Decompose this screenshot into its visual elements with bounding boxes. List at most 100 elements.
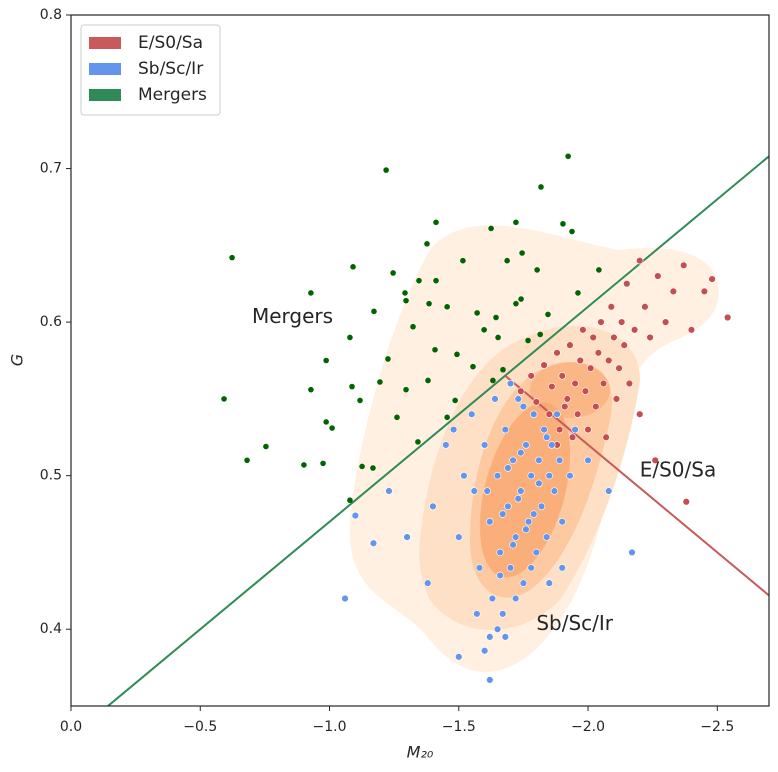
data-point [488, 594, 497, 603]
data-point [480, 647, 489, 655]
data-point [350, 264, 356, 270]
legend-label: Sb/Sc/Ir [138, 59, 203, 79]
data-point [495, 334, 501, 341]
data-point [575, 290, 581, 296]
data-point [433, 277, 439, 284]
data-point [320, 460, 326, 467]
data-point [323, 419, 329, 425]
data-point [369, 539, 378, 547]
data-point [569, 228, 575, 235]
data-point [511, 533, 520, 541]
data-point [519, 402, 528, 411]
data-point [442, 441, 450, 449]
data-point [351, 511, 360, 520]
data-point [545, 579, 553, 587]
data-point [576, 356, 584, 365]
annotation: Mergers [252, 304, 333, 328]
data-point [527, 564, 535, 572]
data-point [625, 379, 634, 388]
data-point [723, 313, 732, 322]
data-point [496, 571, 504, 580]
data-point [370, 465, 376, 471]
y-tick-label: 0.7 [40, 161, 62, 177]
data-point [221, 396, 227, 402]
x-tick-label: 0.0 [60, 719, 82, 735]
data-point [630, 326, 639, 334]
data-point [403, 533, 411, 541]
x-tick-label: −2.0 [571, 719, 605, 735]
data-point [506, 564, 515, 572]
data-point [460, 471, 468, 480]
legend: E/S0/Sa Sb/Sc/Ir Mergers [80, 24, 221, 116]
data-point [452, 397, 458, 404]
data-point [669, 287, 678, 296]
data-point [493, 314, 499, 321]
x-tick-label: −1.0 [313, 719, 347, 735]
data-point [403, 386, 409, 393]
data-point [490, 377, 496, 384]
data-point [323, 357, 329, 364]
data-point [403, 297, 409, 304]
data-point [594, 349, 603, 357]
data-point [542, 533, 551, 541]
data-point [568, 433, 577, 441]
data-point [522, 441, 530, 449]
data-point [550, 487, 559, 495]
data-point [506, 379, 515, 388]
data-point [589, 333, 597, 342]
data-point [566, 471, 574, 480]
data-point [525, 337, 531, 344]
annotation: E/S0/Sa [640, 458, 716, 482]
data-point [538, 184, 544, 190]
data-point [530, 510, 538, 518]
x-tick-label: −2.5 [700, 719, 734, 735]
data-point [499, 510, 507, 518]
data-point [509, 456, 517, 465]
data-point [537, 502, 546, 511]
data-point [708, 275, 716, 283]
data-point [511, 594, 520, 603]
data-point [371, 308, 377, 315]
data-point [682, 498, 690, 506]
data-point [244, 457, 250, 464]
data-point [555, 425, 564, 434]
legend-swatch [89, 37, 121, 49]
boundary-line [107, 155, 769, 706]
data-point [481, 326, 487, 333]
data-point [488, 225, 494, 232]
data-point [661, 318, 670, 326]
x-tick-label: −1.5 [442, 719, 476, 735]
data-point [263, 443, 269, 450]
data-point [646, 333, 654, 342]
data-point [501, 425, 510, 434]
data-point [558, 564, 566, 572]
legend-label: Mergers [138, 85, 207, 105]
data-point [480, 441, 489, 449]
data-point [548, 382, 556, 391]
data-point [500, 366, 506, 373]
data-point [527, 471, 535, 480]
data-point [470, 363, 476, 370]
data-point [651, 456, 659, 465]
data-point [425, 377, 431, 384]
data-point [602, 433, 610, 441]
data-point [581, 387, 590, 395]
data-point [610, 333, 618, 342]
y-axis-label: G [8, 354, 27, 366]
points [221, 153, 732, 684]
y-tick-label: 0.6 [40, 314, 62, 330]
data-point [513, 219, 519, 226]
data-point [426, 300, 432, 307]
data-point [579, 326, 587, 334]
data-point [341, 594, 349, 603]
data-point [607, 303, 616, 311]
data-point [545, 311, 551, 318]
data-point [654, 272, 662, 280]
data-point [599, 379, 608, 388]
data-point [504, 502, 512, 511]
x-axis-label: M₂₀ [407, 743, 434, 762]
data-point [584, 425, 592, 434]
data-point [517, 487, 525, 495]
data-point [455, 653, 463, 661]
data-point [545, 410, 553, 418]
